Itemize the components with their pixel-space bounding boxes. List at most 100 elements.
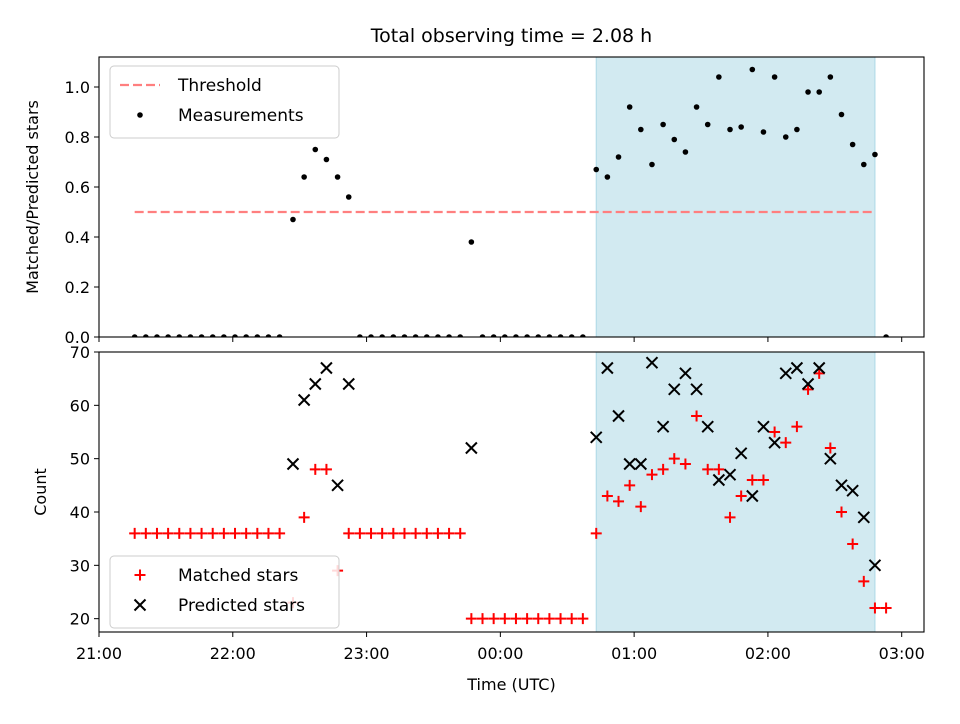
matched-star-point [443,527,455,539]
predicted-star-point [309,377,322,391]
y-tick-label: 0.8 [65,128,90,147]
measurement-point [693,104,700,110]
predicted-star-point [701,420,714,433]
measurement-point [198,334,205,337]
measurement-point [860,161,867,168]
matched-star-point [791,421,803,433]
matched-star-point [746,474,758,486]
measurement-point [243,334,249,337]
y-tick-label: 50 [70,450,90,469]
y-tick-label: 30 [70,556,90,575]
measurement-point [276,334,283,337]
measurement-point [535,334,542,337]
predicted-star-point [601,361,614,375]
matched-star-point [646,469,658,481]
measurement-point [838,111,845,118]
measurement-point [738,124,744,130]
measurement-point [502,334,508,337]
measurement-point [546,334,553,337]
chart-title: Total observing time = 2.08 h [370,25,652,47]
matched-star-point [713,463,725,475]
predicted-star-point [320,361,333,375]
matched-star-point [454,527,466,539]
legend-box [109,65,340,139]
predicted-star-point [734,447,748,460]
matched-star-point [702,463,714,475]
matched-star-point [543,613,555,625]
x-tick-label: 00:00 [477,644,523,663]
measurement-point [513,334,519,337]
y-tick-label: 40 [70,503,90,522]
legend-predicted-swatch [133,598,147,612]
matched-star-point [184,527,196,539]
matched-star-point [140,527,152,539]
matched-star-point [421,527,433,539]
matched-star-point [668,453,680,465]
matched-star-point [836,506,847,518]
matched-star-point [499,613,511,625]
measurement-point [412,334,419,337]
measurement-point [771,74,778,80]
matched-star-point [354,527,366,539]
measurement-point [401,334,408,337]
bottom-legend: Matched stars Predicted stars [109,555,340,629]
matched-star-point [824,442,836,454]
legend-label: Matched stars [178,566,298,586]
matched-star-point [657,463,669,475]
predicted-star-point [868,559,882,572]
measurement-point [649,161,655,168]
measurement-point [704,121,711,128]
measurement-point [615,154,622,160]
matched-star-point [769,426,781,438]
series-measurements [131,66,889,337]
predicted-star-point [590,431,603,444]
predicted-star-point [286,457,300,471]
matched-star-point [566,613,578,625]
measurement-point [682,149,689,155]
legend-box [109,555,340,629]
matched-star-point [432,527,444,539]
matched-star-point [858,575,870,587]
measurement-point [782,134,789,140]
measurement-point [446,334,452,337]
legend-matched-swatch [134,569,146,581]
measurement-point [760,129,767,135]
measurement-point [254,334,261,337]
measurement-point [593,166,600,173]
measurement-point [323,156,330,163]
matched-star-point [387,527,399,539]
measurement-point [176,334,183,337]
series-matched-stars [129,367,892,625]
matched-star-point [320,463,332,475]
observing-window-band [595,351,876,633]
matched-star-point [240,527,252,539]
measurement-point [379,334,385,337]
measurement-point [368,334,374,337]
predicted-star-point [656,420,670,433]
matched-star-point [601,490,613,502]
y-tick-label: 1.0 [65,78,90,97]
matched-star-point [376,527,388,539]
predicted-star-point [645,356,659,369]
matched-star-point [343,527,355,539]
matched-star-point [780,437,792,449]
matched-star-point [624,479,636,491]
measurement-point [524,334,530,337]
matched-star-point [309,463,321,475]
measurement-point [357,334,363,337]
y-tick-label: 0.4 [65,228,90,247]
measurement-point [479,334,486,337]
predicted-star-point [757,420,770,433]
predicted-star-point [712,473,726,487]
matched-star-point [262,527,274,539]
matched-star-point [847,538,859,550]
matched-star-point [162,527,174,539]
measurement-point [468,239,475,245]
y-tick-label: 0.2 [65,278,90,297]
measurement-point [143,334,149,337]
observing-window-band [595,56,876,338]
measurement-point [827,74,834,80]
measurement-point [154,334,160,337]
bottom-y-axis-label: Count [31,468,50,516]
